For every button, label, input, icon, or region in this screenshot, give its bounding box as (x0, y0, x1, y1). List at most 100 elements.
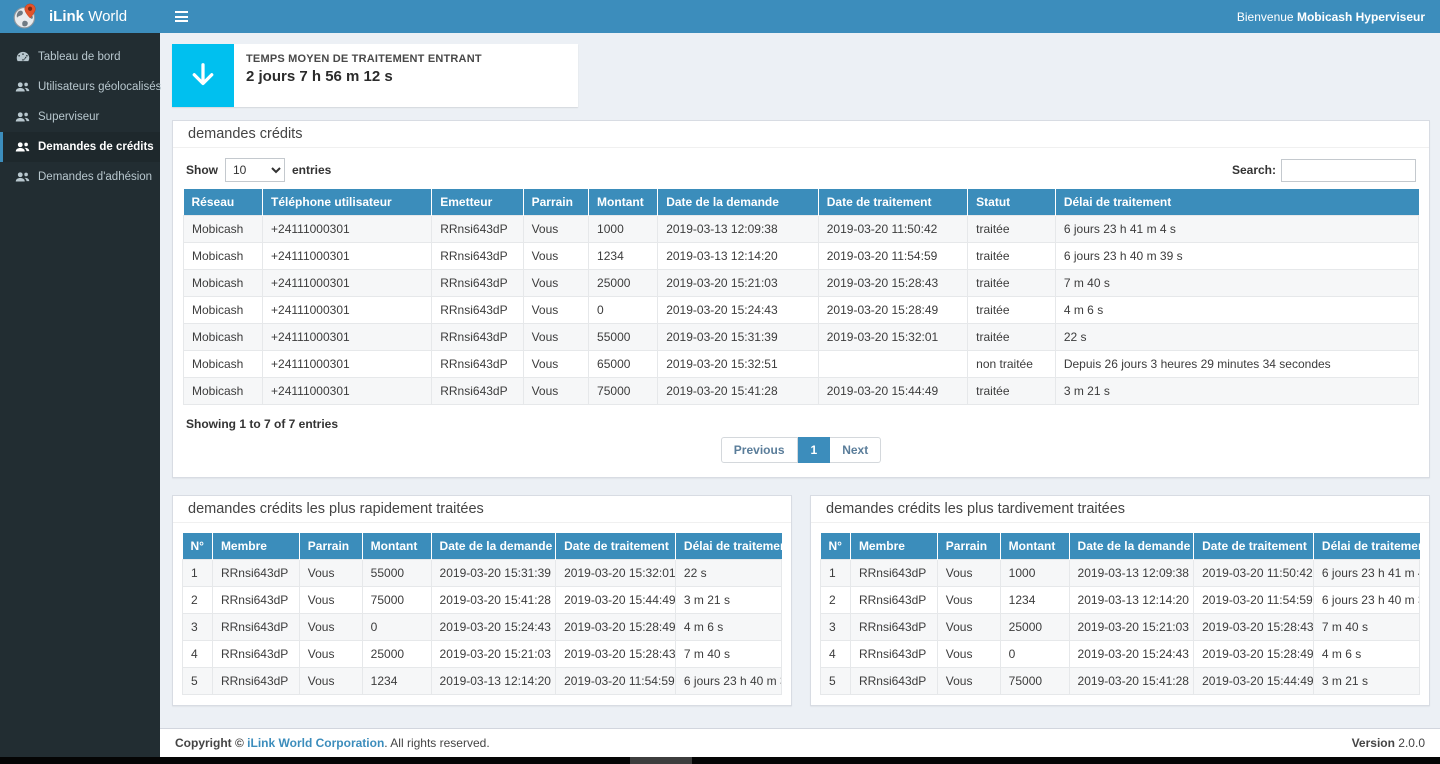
column-header: Montant (362, 533, 431, 560)
table-row: Mobicash+24111000301RRnsi643dPVous02019-… (184, 297, 1419, 324)
table-cell: Mobicash (184, 216, 263, 243)
table-cell: 2019-03-20 15:21:03 (431, 641, 556, 668)
previous-page-button[interactable]: Previous (721, 437, 798, 463)
fastest-panel: demandes crédits les plus rapidement tra… (172, 495, 792, 706)
table-cell: 75000 (589, 378, 658, 405)
sidebar-item-tableau-de-bord[interactable]: Tableau de bord (0, 41, 160, 72)
table-cell: 75000 (1000, 668, 1069, 695)
page-length-control: Show 10 entries (186, 158, 331, 182)
table-cell: traitée (968, 324, 1056, 351)
menu-icon[interactable] (160, 0, 203, 33)
bottom-strip (0, 757, 1440, 764)
table-cell: Vous (523, 351, 588, 378)
users-icon (15, 171, 30, 183)
table-cell: RRnsi643dP (432, 216, 523, 243)
column-header[interactable]: Délai de traitement (1055, 189, 1418, 216)
sidebar-item-demandes-adhesion[interactable]: Demandes d'adhésion (0, 162, 160, 192)
sidebar-item-label: Demandes d'adhésion (38, 171, 152, 183)
table-cell: 2019-03-20 15:44:49 (1194, 668, 1314, 695)
sidebar-menu: Tableau de bord Utilisateurs géolocalisé… (0, 33, 160, 192)
table-cell: 4 (183, 641, 213, 668)
table-cell: 2019-03-20 15:31:39 (431, 560, 556, 587)
table-cell: +24111000301 (263, 324, 432, 351)
table-cell: RRnsi643dP (432, 324, 523, 351)
next-page-button[interactable]: Next (830, 437, 881, 463)
table-cell: Mobicash (184, 378, 263, 405)
table-cell: Vous (937, 614, 1000, 641)
table-cell: 2019-03-20 15:44:49 (556, 587, 676, 614)
sidebar-item-label: Superviseur (38, 111, 99, 123)
column-header[interactable]: Statut (968, 189, 1056, 216)
table-cell: 0 (589, 297, 658, 324)
sidebar-item-utilisateurs-geolocalises[interactable]: Utilisateurs géolocalisés (0, 72, 160, 102)
sidebar-item-demandes-de-credits[interactable]: Demandes de crédits (0, 132, 160, 162)
table-cell: +24111000301 (263, 351, 432, 378)
table-header-row: N°MembreParrainMontantDate de la demande… (183, 533, 782, 560)
bottom-panels-row: demandes crédits les plus rapidement tra… (172, 495, 1430, 706)
table-cell: Vous (523, 270, 588, 297)
table-cell: RRnsi643dP (850, 614, 937, 641)
sidebar-item-label: Tableau de bord (38, 51, 120, 63)
table-header-row: N°MembreParrainMontantDate de la demande… (821, 533, 1420, 560)
table-cell: 2019-03-13 12:14:20 (431, 668, 556, 695)
table-cell: RRnsi643dP (212, 668, 299, 695)
search-label: Search: (1232, 163, 1276, 177)
table-cell: RRnsi643dP (212, 641, 299, 668)
column-header: Montant (1000, 533, 1069, 560)
app-logo[interactable]: iLink World (0, 0, 160, 33)
column-header[interactable]: Date de la demande (658, 189, 819, 216)
table-cell: 7 m 40 s (675, 641, 781, 668)
column-header[interactable]: Date de traitement (818, 189, 967, 216)
table-row: Mobicash+24111000301RRnsi643dPVous650002… (184, 351, 1419, 378)
column-header: Date de la demande (431, 533, 556, 560)
table-cell: Vous (299, 560, 362, 587)
column-header[interactable]: Parrain (523, 189, 588, 216)
table-cell: 2 (821, 587, 851, 614)
table-cell: 2019-03-20 15:24:43 (1069, 641, 1194, 668)
table-cell: 4 m 6 s (1313, 641, 1419, 668)
main-column: Bienvenue Mobicash Hyperviseur TEMPS MOY… (160, 0, 1440, 757)
arrow-down-icon (172, 44, 234, 107)
table-cell: 1000 (589, 216, 658, 243)
table-cell: 6 jours 23 h 40 m 39 s (1313, 587, 1419, 614)
page-1-button[interactable]: 1 (798, 437, 831, 463)
table-cell: 2019-03-20 15:21:03 (1069, 614, 1194, 641)
table-cell: 25000 (589, 270, 658, 297)
column-header: Date de la demande (1069, 533, 1194, 560)
infobox-value: 2 jours 7 h 56 m 12 s (246, 68, 482, 85)
table-cell: 1000 (1000, 560, 1069, 587)
table-cell: 75000 (362, 587, 431, 614)
table-cell: RRnsi643dP (212, 614, 299, 641)
credits-panel-title: demandes crédits (173, 121, 1429, 148)
table-cell: 2019-03-13 12:14:20 (658, 243, 819, 270)
table-cell: Vous (523, 216, 588, 243)
table-cell: traitée (968, 243, 1056, 270)
table-cell: 4 m 6 s (1055, 297, 1418, 324)
column-header[interactable]: Montant (589, 189, 658, 216)
top-navbar: Bienvenue Mobicash Hyperviseur (160, 0, 1440, 33)
column-header[interactable]: Emetteur (432, 189, 523, 216)
page-length-select[interactable]: 10 (225, 158, 285, 182)
table-cell: RRnsi643dP (212, 560, 299, 587)
table-cell: Vous (937, 587, 1000, 614)
pagination: Previous 1 Next (183, 437, 1419, 463)
table-toolbar: Show 10 entries Search: (183, 158, 1419, 182)
table-cell: 2019-03-20 15:28:43 (1194, 614, 1314, 641)
column-header: Membre (850, 533, 937, 560)
table-cell: Vous (523, 324, 588, 351)
search-input[interactable] (1281, 159, 1416, 182)
table-row: Mobicash+24111000301RRnsi643dPVous550002… (184, 324, 1419, 351)
table-row: 3RRnsi643dPVous250002019-03-20 15:21:032… (821, 614, 1420, 641)
company-link[interactable]: iLink World Corporation (247, 736, 384, 750)
table-cell: RRnsi643dP (850, 587, 937, 614)
table-cell: 2019-03-20 15:28:49 (556, 614, 676, 641)
sidebar-item-superviseur[interactable]: Superviseur (0, 102, 160, 132)
fastest-panel-title: demandes crédits les plus rapidement tra… (173, 496, 791, 523)
column-header[interactable]: Téléphone utilisateur (263, 189, 432, 216)
table-cell: 2019-03-20 15:24:43 (658, 297, 819, 324)
avg-processing-time-infobox: TEMPS MOYEN DE TRAITEMENT ENTRANT 2 jour… (172, 44, 578, 107)
column-header[interactable]: Réseau (184, 189, 263, 216)
app-title: iLink World (49, 8, 127, 25)
slowest-table: N°MembreParrainMontantDate de la demande… (820, 533, 1420, 695)
table-cell: 2019-03-20 11:54:59 (556, 668, 676, 695)
